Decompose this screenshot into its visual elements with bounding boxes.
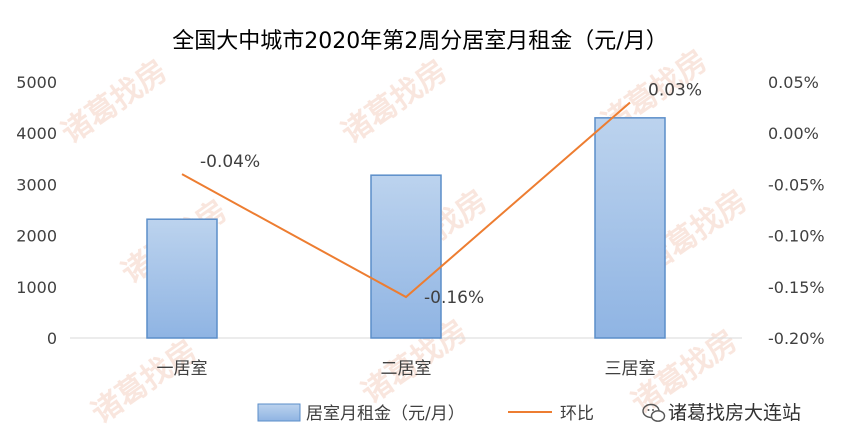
y-left-tick-label: 5000 — [16, 73, 57, 92]
y-right-tick-label: -0.10% — [768, 227, 825, 246]
y-right-tick-label: -0.15% — [768, 278, 825, 297]
legend-bar-label: 居室月租金（元/月） — [306, 404, 465, 424]
watermark-text: 诸葛找房 — [55, 53, 173, 150]
line-data-label: -0.16% — [424, 288, 484, 308]
line-data-labels: -0.04% -0.16% 0.03% — [200, 80, 702, 308]
y-right-tick-label: -0.05% — [768, 175, 825, 194]
x-tick-label: 二居室 — [381, 359, 432, 379]
y-right-tick-label: 0.05% — [768, 73, 819, 92]
y-axis-right: -0.20% -0.15% -0.10% -0.05% 0.00% 0.05% — [768, 73, 825, 348]
y-left-tick-label: 1000 — [16, 278, 57, 297]
y-right-tick-label: -0.20% — [768, 329, 825, 348]
legend: 居室月租金（元/月） 环比 — [257, 403, 594, 424]
y-left-tick-label: 4000 — [16, 124, 57, 143]
x-axis: 一居室 二居室 三居室 — [157, 359, 656, 379]
line-series — [181, 101, 631, 299]
bar — [594, 117, 666, 339]
y-left-tick-label: 3000 — [16, 175, 57, 194]
x-tick-label: 一居室 — [157, 359, 208, 379]
x-tick-label: 三居室 — [605, 359, 656, 379]
footer-brand: 诸葛找房大连站 — [642, 402, 801, 424]
bar — [370, 174, 442, 339]
footer-brand-text: 诸葛找房大连站 — [668, 402, 801, 424]
legend-bar-swatch — [257, 403, 301, 422]
line-data-label: -0.04% — [200, 152, 260, 172]
bar — [146, 218, 218, 339]
y-left-tick-label: 0 — [47, 329, 57, 348]
y-left-tick-label: 2000 — [16, 227, 57, 246]
bar-series — [146, 117, 666, 339]
watermark-text: 诸葛找房 — [85, 333, 203, 430]
line-data-label: 0.03% — [648, 80, 702, 100]
legend-line-label: 环比 — [560, 404, 594, 424]
chart-title: 全国大中城市2020年第2周分居室月租金（元/月） — [172, 29, 667, 54]
watermark-text: 诸葛找房 — [335, 53, 453, 150]
y-axis-left: 0 1000 2000 3000 4000 5000 — [16, 73, 57, 348]
wechat-icon — [642, 403, 666, 422]
y-right-tick-label: 0.00% — [768, 124, 819, 143]
